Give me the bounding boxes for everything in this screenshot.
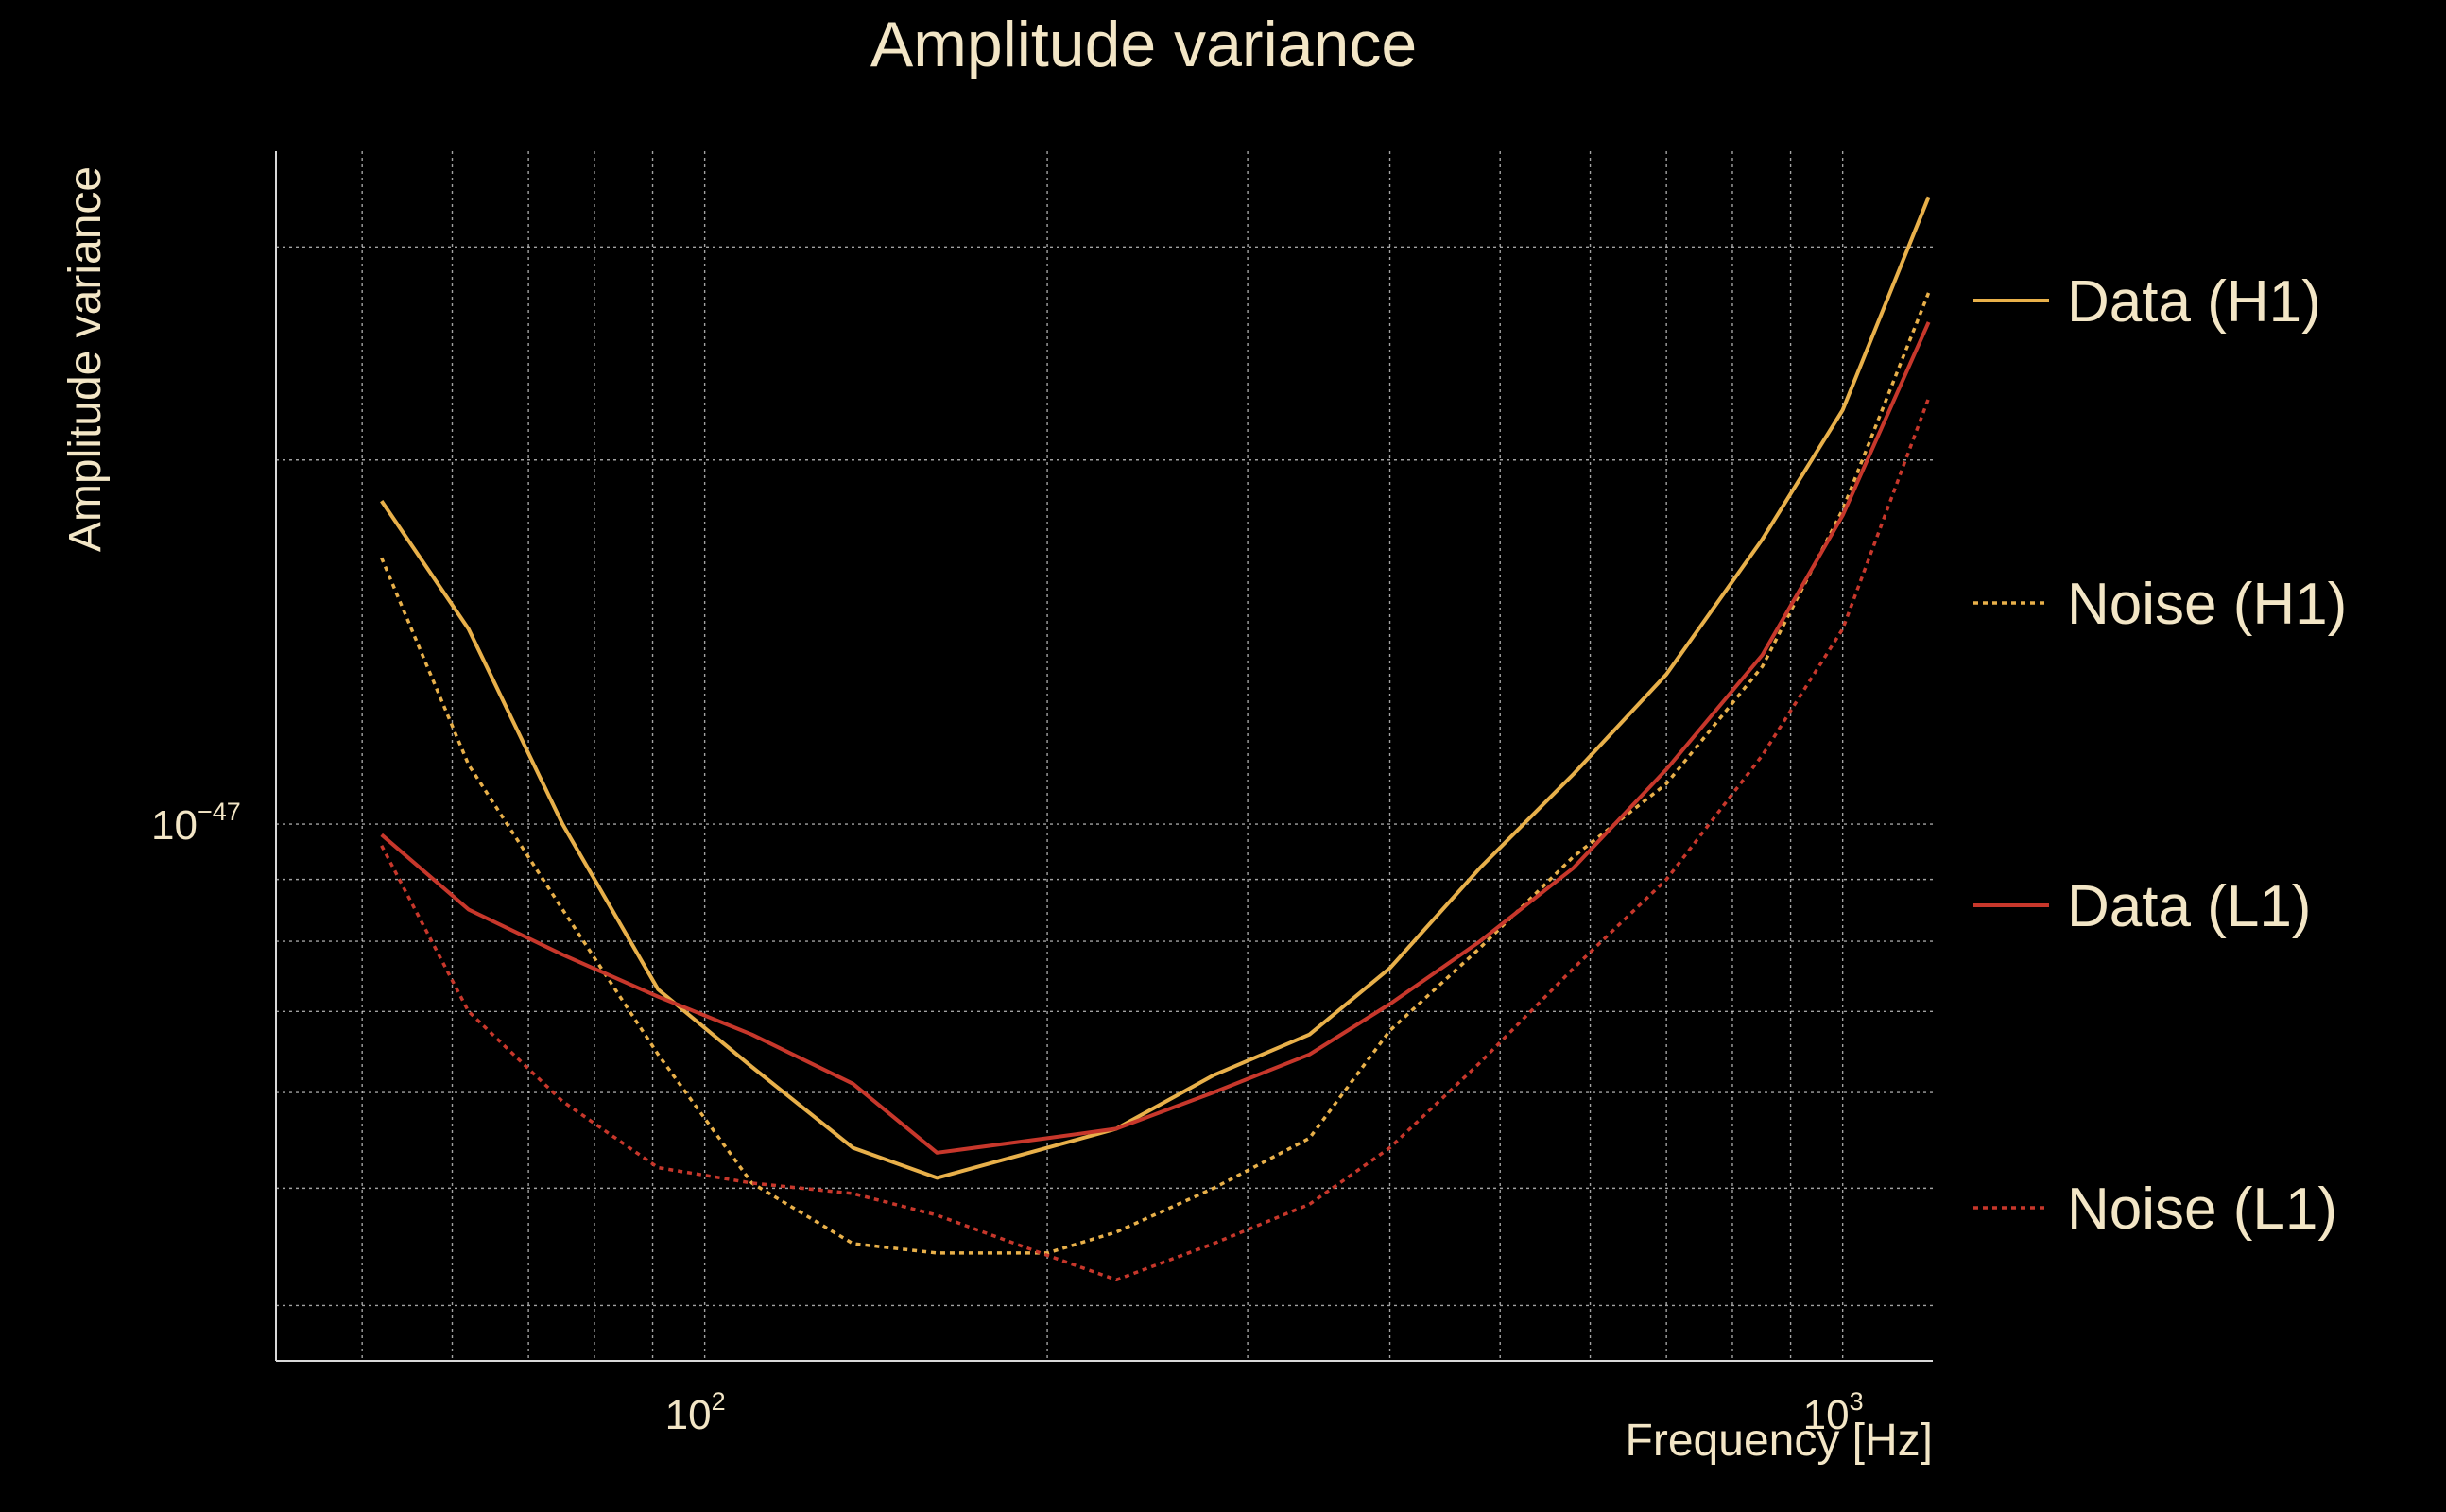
legend-label-noise-l1: Noise (L1)	[2067, 1177, 2337, 1242]
series-lines	[380, 196, 1931, 1282]
chart-title: Amplitude variance	[870, 9, 1417, 80]
x-axis-label: Frequency [Hz]	[1626, 1416, 1933, 1466]
grid	[276, 151, 1933, 1361]
y-axis-label: Amplitude variance	[60, 166, 111, 552]
legend: Data (H1) Noise (H1) Data (L1) Noise (L1)	[1973, 269, 2347, 1242]
axes	[275, 151, 1933, 1362]
x-tick-base: 10	[665, 1392, 712, 1438]
series-line-noise-l1	[380, 397, 1931, 1282]
x-tick-label: 103	[1803, 1387, 1864, 1438]
y-tick-label: 10−47	[151, 798, 241, 849]
series-line-noise-h1	[380, 292, 1931, 1255]
legend-label-data-h1: Data (H1)	[2067, 269, 2321, 335]
x-tick-exponent: 2	[712, 1387, 726, 1416]
y-tick-exponent: −47	[198, 798, 241, 826]
x-tick-label: 102	[665, 1387, 726, 1438]
legend-label-noise-h1: Noise (H1)	[2067, 572, 2347, 637]
series-line-data-h1	[380, 196, 1931, 1180]
x-tick-base: 10	[1803, 1392, 1850, 1438]
y-tick-base: 10	[151, 802, 198, 849]
legend-label-data-l1: Data (L1)	[2067, 874, 2311, 939]
series-line-data-l1	[380, 321, 1931, 1155]
x-tick-exponent: 3	[1850, 1387, 1864, 1416]
